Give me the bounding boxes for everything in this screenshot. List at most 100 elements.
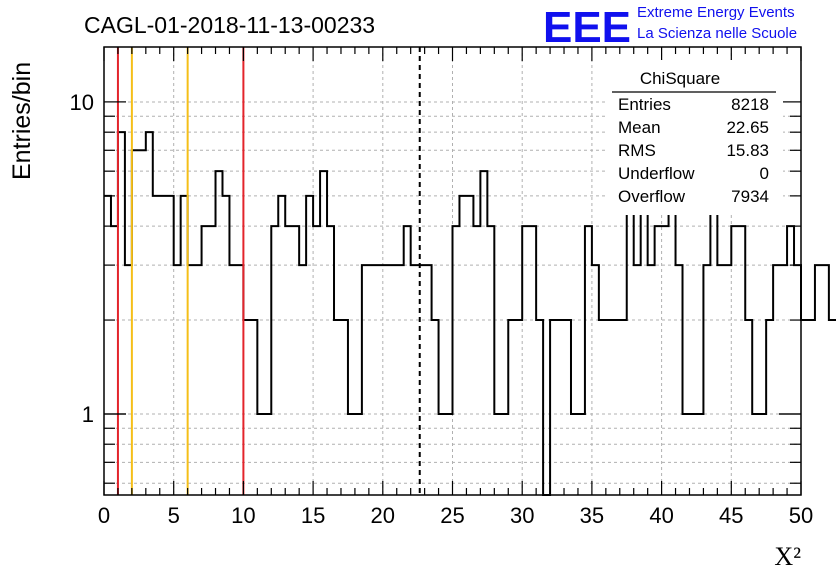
- histogram-bin: [216, 171, 223, 495]
- histogram-bin: [724, 265, 731, 495]
- histogram-bin: [794, 265, 801, 495]
- histogram-bin: [327, 226, 334, 495]
- histogram-bin: [536, 320, 543, 495]
- stat-label: Mean: [618, 118, 661, 137]
- histogram-bin: [292, 226, 299, 495]
- x-tick-label: 15: [301, 503, 325, 528]
- histogram-bin: [306, 196, 313, 495]
- histogram-bin: [585, 226, 592, 495]
- histogram-bin: [243, 320, 250, 495]
- histogram-bin: [515, 320, 522, 495]
- histogram-bin: [773, 265, 780, 495]
- histogram-bin: [822, 265, 829, 495]
- logo-mark: EEE: [543, 3, 631, 52]
- x-tick-label: 0: [98, 503, 110, 528]
- histogram-bin: [153, 196, 160, 495]
- histogram-bin: [139, 150, 146, 495]
- histogram-bin: [731, 226, 738, 495]
- histogram-bin: [383, 265, 390, 495]
- histogram-bin: [453, 226, 460, 495]
- chart-title: CAGL-01-2018-11-13-00233: [84, 12, 375, 38]
- histogram-bin: [334, 320, 341, 495]
- histogram-bin: [104, 196, 111, 495]
- histogram-bin: [195, 265, 202, 495]
- x-tick-label: 5: [168, 503, 180, 528]
- histogram-bin: [829, 320, 836, 495]
- histogram-bin: [613, 320, 620, 495]
- histogram-bin: [390, 265, 397, 495]
- histogram-bin: [118, 132, 125, 495]
- histogram-bin: [313, 226, 320, 495]
- histogram-bin: [271, 226, 278, 495]
- histogram-bin: [125, 265, 132, 495]
- x-tick-label: 35: [580, 503, 604, 528]
- y-axis-label: Entries/bin: [8, 62, 36, 180]
- histogram-bin: [522, 226, 529, 495]
- histogram-bin: [557, 320, 564, 495]
- logo-line-2: La Scienza nelle Scuole: [637, 25, 797, 42]
- histogram-bin: [369, 265, 376, 495]
- histogram-bin: [676, 265, 683, 495]
- stat-value: 8218: [731, 95, 769, 114]
- histogram-bin: [717, 265, 724, 495]
- x-tick-label: 45: [719, 503, 743, 528]
- histogram-bin: [738, 226, 745, 495]
- histogram-bin: [466, 196, 473, 495]
- stat-value: 7934: [731, 187, 769, 206]
- x-tick-label: 10: [231, 503, 255, 528]
- histogram-bin: [487, 226, 494, 495]
- stat-label: Overflow: [618, 187, 686, 206]
- histogram-bin: [362, 265, 369, 495]
- histogram-bin: [669, 196, 676, 495]
- x-axis-label: X²: [774, 542, 801, 571]
- histogram-bin: [473, 226, 480, 495]
- axis-ticks: 0 5 10 15 20 25 30 35 40 45 50 1 10: [70, 47, 813, 528]
- x-tick-label: 50: [789, 503, 813, 528]
- histogram-bin: [529, 226, 536, 495]
- eee-logo: EEE Extreme Energy Events La Scienza nel…: [543, 3, 797, 52]
- histogram-bin: [376, 265, 383, 495]
- stat-label: RMS: [618, 141, 656, 160]
- histogram-bin: [188, 265, 195, 495]
- y-tick-label: 10: [70, 90, 94, 115]
- histogram-bin: [564, 320, 571, 495]
- histogram-bin: [815, 265, 822, 495]
- histogram-bin: [174, 265, 181, 495]
- histogram-bin: [801, 320, 808, 495]
- histogram-bin: [745, 320, 752, 495]
- histogram-bin: [606, 320, 613, 495]
- histogram-bin: [320, 171, 327, 495]
- histogram-bin: [808, 320, 815, 495]
- histogram-bin: [418, 265, 425, 495]
- histogram-bin: [411, 265, 418, 495]
- stats-title: ChiSquare: [640, 69, 720, 88]
- x-tick-label: 25: [440, 503, 464, 528]
- histogram-bin: [229, 265, 236, 495]
- x-tick-label: 30: [510, 503, 534, 528]
- histogram-bin: [222, 196, 229, 495]
- histogram-bin: [202, 226, 209, 495]
- histogram-outline: [104, 131, 836, 496]
- stat-value: 22.65: [726, 118, 769, 137]
- stat-label: Entries: [618, 95, 671, 114]
- histogram-bin: [480, 171, 487, 495]
- histogram-bin: [397, 265, 404, 495]
- histogram-bin: [341, 320, 348, 495]
- histogram-bin: [787, 226, 794, 495]
- logo-line-1: Extreme Energy Events: [637, 4, 795, 21]
- stat-value: 15.83: [726, 141, 769, 160]
- histogram-bin: [236, 265, 243, 495]
- histogram-bin: [132, 150, 139, 495]
- histogram-bin: [209, 226, 216, 495]
- histogram-bin: [620, 320, 627, 495]
- x-tick-label: 40: [649, 503, 673, 528]
- stat-value: 0: [760, 164, 769, 183]
- histogram-bin: [710, 196, 717, 495]
- histogram-bin: [404, 226, 411, 495]
- histogram-bin: [278, 196, 285, 495]
- y-tick-label: 1: [82, 402, 94, 427]
- histogram-bin: [634, 265, 641, 495]
- histogram-bin: [627, 196, 634, 495]
- histogram-bin: [655, 226, 662, 495]
- histogram-bin: [250, 320, 257, 495]
